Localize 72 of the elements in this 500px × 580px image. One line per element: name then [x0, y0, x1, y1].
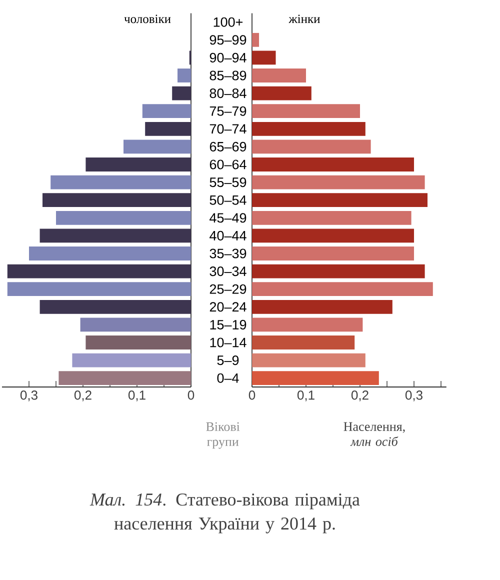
- bar: [29, 246, 191, 260]
- bar: [40, 300, 191, 314]
- bar: [252, 104, 360, 118]
- bar: [252, 264, 425, 278]
- bar: [252, 68, 306, 82]
- y-tick-label: 85–89: [210, 70, 246, 80]
- x-tick-label: 0,3: [20, 390, 38, 402]
- y-tick-label: 15–19: [210, 320, 246, 330]
- y-tick-label: 25–29: [210, 284, 246, 294]
- bar: [252, 282, 433, 296]
- y-tick-label: 35–39: [210, 248, 246, 258]
- y-tick-label: 45–49: [210, 213, 246, 223]
- bar: [58, 371, 191, 386]
- bar: [172, 86, 191, 100]
- y-tick-label: 65–69: [210, 142, 246, 152]
- y-axis-title: Вікові групи: [206, 422, 240, 449]
- y-tick-label: 10–14: [210, 338, 246, 348]
- text: Мал. 154. Статево-вікова піраміда населення України у 2014 р.: [90, 494, 360, 534]
- bar: [252, 300, 392, 314]
- bar: [252, 336, 355, 350]
- chart-title: жінки: [288, 14, 320, 24]
- y-tick-label: 20–24: [210, 302, 246, 312]
- bar: [252, 122, 366, 136]
- bar: [252, 32, 260, 47]
- bar: [252, 228, 414, 243]
- bar: [252, 353, 366, 368]
- y-tick-label: 0–4: [217, 373, 239, 383]
- bar: [80, 318, 191, 332]
- bar: [252, 246, 414, 260]
- y-tick-label: 70–74: [210, 124, 246, 134]
- bar: [40, 228, 191, 243]
- x-tick-label: 0: [248, 390, 256, 400]
- bar: [252, 193, 428, 208]
- bar: [142, 104, 191, 118]
- bar: [42, 193, 191, 208]
- y-tick-label: 40–44: [210, 230, 246, 240]
- bar: [50, 175, 191, 190]
- bar: [56, 210, 191, 225]
- bar: [178, 68, 191, 82]
- chart-title: чоловіки: [124, 14, 171, 24]
- bar: [252, 50, 276, 65]
- bar: [72, 353, 191, 368]
- x-tick-label: 0,2: [351, 390, 368, 402]
- bar: [252, 371, 379, 386]
- bar: [7, 264, 191, 278]
- x-axis-title: Населення, млн осіб: [344, 422, 405, 446]
- bar: [145, 122, 191, 136]
- x-tick-label: 0,3: [405, 390, 422, 402]
- y-tick-label: 75–79: [210, 106, 246, 116]
- bar: [252, 86, 312, 100]
- y-tick-label: 90–94: [210, 52, 246, 62]
- bar: [86, 336, 191, 350]
- bar: [7, 282, 191, 296]
- y-tick-label: 50–54: [210, 195, 246, 205]
- x-tick-label: 0,1: [297, 390, 314, 402]
- y-tick-label: 60–64: [210, 160, 246, 170]
- bar: [86, 158, 191, 172]
- bar: [252, 318, 363, 332]
- x-tick-label: 0,2: [74, 390, 92, 402]
- bar: [252, 140, 371, 154]
- x-tick-label: 0: [188, 390, 194, 400]
- y-tick-label: 100+: [214, 17, 243, 27]
- y-tick-label: 80–84: [210, 88, 246, 98]
- bar: [252, 210, 412, 225]
- bar: [252, 158, 414, 172]
- y-tick-label: 95–99: [210, 35, 246, 45]
- y-tick-label: 55–59: [210, 178, 246, 188]
- x-tick-label: 0,1: [128, 390, 146, 402]
- bar: [252, 175, 425, 190]
- y-tick-label: 30–34: [210, 266, 246, 276]
- bar: [123, 140, 191, 154]
- y-tick-label: 5–9: [217, 356, 239, 366]
